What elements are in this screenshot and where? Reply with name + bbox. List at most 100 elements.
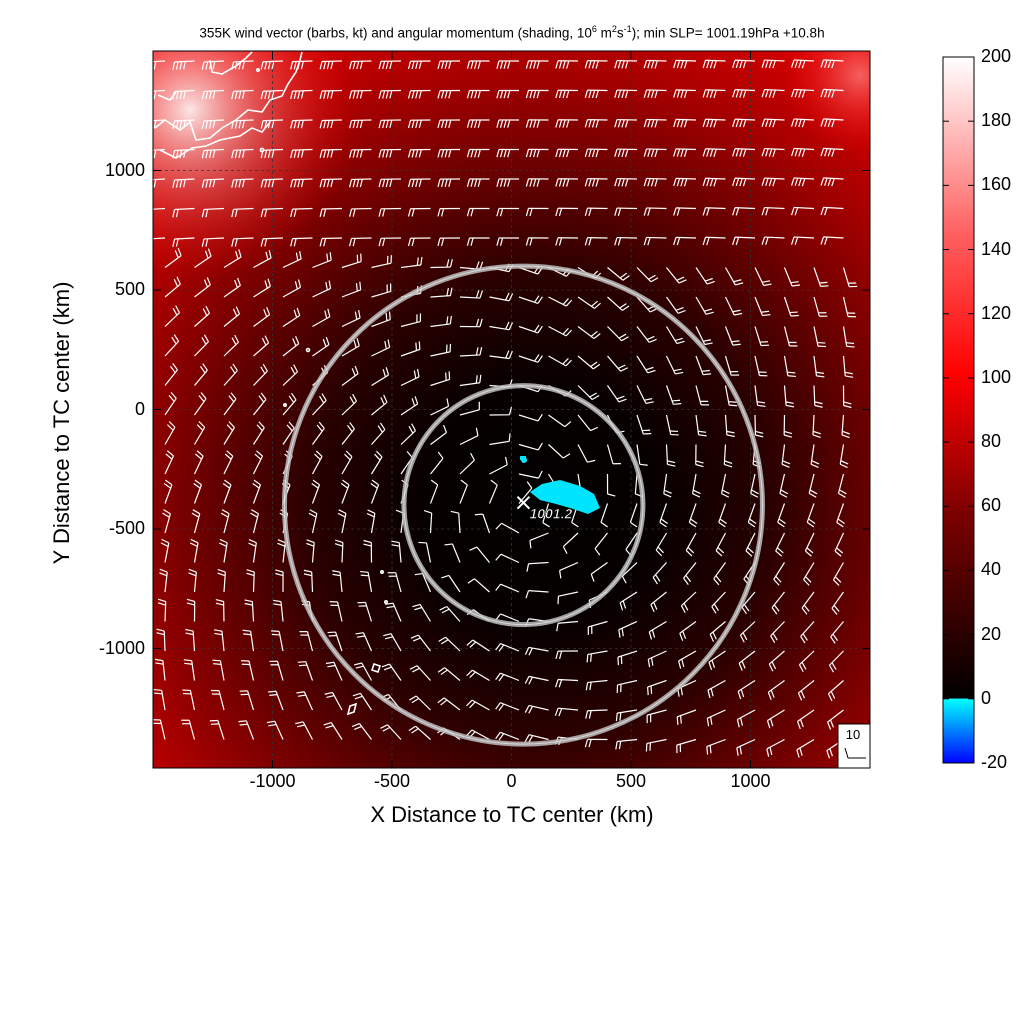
wind-barb bbox=[437, 697, 461, 711]
wind-barb bbox=[223, 306, 241, 327]
wind-barb bbox=[183, 659, 196, 681]
wind-barb bbox=[732, 148, 756, 157]
wind-barb bbox=[242, 629, 255, 652]
wind-barb bbox=[209, 719, 225, 740]
wind-barb bbox=[665, 385, 682, 405]
wind-barb bbox=[252, 421, 265, 445]
barb-reference-box bbox=[837, 723, 870, 768]
wind-barb bbox=[828, 650, 844, 673]
wind-barb bbox=[408, 725, 431, 740]
wind-barb bbox=[437, 119, 461, 129]
wind-barb bbox=[707, 679, 726, 699]
wind-barb bbox=[469, 546, 490, 563]
wind-barb bbox=[231, 207, 254, 218]
wind-barb bbox=[296, 691, 314, 711]
wind-barb bbox=[607, 326, 629, 342]
wind-barb bbox=[164, 276, 181, 298]
wind-barb bbox=[761, 147, 785, 157]
wind-barb bbox=[614, 89, 638, 99]
wind-barb bbox=[702, 207, 726, 216]
wind-barb bbox=[783, 414, 793, 438]
wind-barb bbox=[400, 341, 421, 357]
wind-barb bbox=[248, 539, 257, 563]
wind-barb bbox=[518, 295, 543, 305]
wind-barb bbox=[306, 539, 315, 563]
wind-barb bbox=[495, 702, 520, 711]
wind-barb bbox=[830, 621, 844, 644]
wind-barb bbox=[702, 118, 726, 128]
wind-barb bbox=[607, 355, 628, 372]
wind-barb bbox=[754, 296, 771, 317]
wind-barb bbox=[341, 281, 362, 298]
wind-barb bbox=[277, 539, 286, 563]
wind-barb bbox=[459, 401, 480, 416]
min-slp-label: 1001.2 bbox=[529, 506, 572, 522]
wind-barb bbox=[400, 256, 423, 269]
wind-barb bbox=[290, 148, 313, 159]
wind-barb bbox=[790, 147, 815, 157]
wind-barb bbox=[244, 599, 255, 622]
wind-barb bbox=[713, 562, 726, 586]
wind-barb bbox=[260, 148, 284, 159]
wind-barb bbox=[666, 296, 686, 314]
wind-barb bbox=[680, 591, 697, 614]
wind-barb bbox=[193, 450, 204, 475]
wind-barb bbox=[524, 675, 549, 685]
wind-barb bbox=[783, 296, 799, 317]
wind-barb bbox=[182, 689, 196, 711]
wind-barb bbox=[525, 89, 549, 99]
wind-barb bbox=[459, 318, 483, 328]
wind-barb bbox=[614, 118, 638, 128]
wind-barb bbox=[213, 629, 225, 652]
wind-barb bbox=[327, 631, 343, 652]
wind-barb bbox=[223, 392, 237, 416]
wind-barb bbox=[614, 236, 638, 246]
wind-barb bbox=[614, 59, 638, 69]
wind-barb bbox=[495, 522, 520, 534]
wind-barb bbox=[643, 236, 667, 246]
wind-barb bbox=[647, 650, 667, 668]
wind-barb bbox=[652, 562, 667, 585]
wind-barb bbox=[290, 89, 313, 100]
wind-barb bbox=[159, 568, 168, 593]
wind-barb bbox=[282, 307, 301, 328]
y-tick-label: 1000 bbox=[104, 159, 145, 180]
wind-barb bbox=[761, 59, 785, 69]
wind-barb bbox=[329, 601, 343, 622]
wind-barb bbox=[702, 177, 726, 187]
wind-barb bbox=[548, 296, 573, 307]
wind-barb bbox=[834, 532, 845, 557]
wind-barb bbox=[495, 731, 520, 741]
wind-barb bbox=[312, 393, 327, 416]
wind-barb bbox=[437, 178, 461, 188]
wind-barb bbox=[557, 591, 579, 605]
heatmap-field: 1001.2 10 bbox=[153, 51, 870, 768]
wind-barb bbox=[495, 672, 520, 682]
wind-barb bbox=[407, 89, 431, 99]
wind-barb bbox=[812, 414, 821, 438]
wind-barb bbox=[554, 707, 579, 717]
wind-barb bbox=[584, 89, 608, 99]
wind-barb bbox=[524, 646, 549, 656]
colorbar-tick-label: 80 bbox=[981, 431, 1002, 452]
wind-barb bbox=[495, 553, 520, 564]
wind-barb bbox=[702, 59, 726, 69]
wind-barb bbox=[223, 450, 234, 475]
wind-barb bbox=[820, 88, 844, 98]
wind-barb bbox=[695, 296, 714, 315]
wind-barb bbox=[804, 532, 815, 557]
wind-barb bbox=[172, 60, 195, 70]
wind-barb bbox=[797, 680, 815, 701]
wind-barb bbox=[584, 738, 608, 748]
wind-barb bbox=[201, 60, 225, 70]
colorbar-tick-label: 40 bbox=[981, 559, 1002, 580]
wind-barb bbox=[761, 177, 785, 187]
wind-barb bbox=[378, 207, 402, 217]
wind-barb bbox=[702, 89, 726, 98]
wind-barb bbox=[617, 650, 638, 666]
wind-barb bbox=[418, 541, 432, 563]
wind-barb bbox=[201, 148, 225, 159]
wind-barb bbox=[231, 237, 254, 247]
wind-barb bbox=[467, 578, 490, 593]
chart-title: 355K wind vector (barbs, kt) and angular… bbox=[199, 24, 825, 41]
